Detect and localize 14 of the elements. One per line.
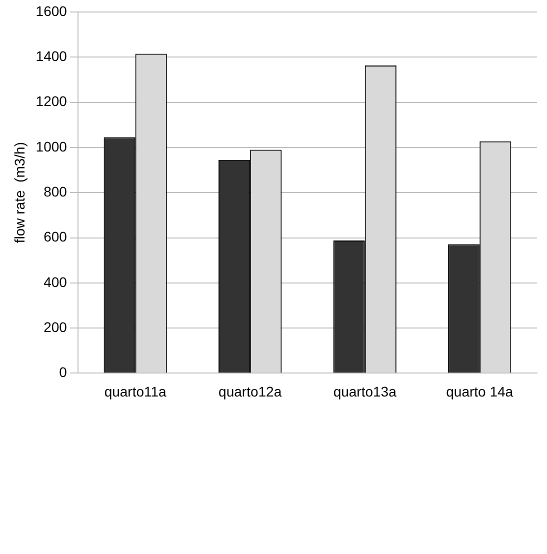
y-tick-label: 400 (44, 274, 68, 290)
y-tick-label: 1000 (36, 138, 68, 154)
x-tick-label: quarto13a (333, 383, 397, 400)
y-tick-label: 200 (44, 318, 68, 335)
x-tick-label: quarto 14a (446, 383, 514, 400)
y-tick-label: 0 (59, 364, 68, 380)
y-tick-label: 1200 (36, 93, 68, 110)
y-tick-label: 1400 (36, 48, 68, 64)
y-tick-label: 800 (44, 183, 68, 200)
y-tick-label: 1600 (36, 2, 68, 19)
x-tick-label: quarto12a (218, 383, 282, 400)
y-axis-title: flow rate (m3/h) (11, 142, 28, 244)
y-tick-label: 600 (44, 228, 68, 245)
x-tick-label: quarto11a (104, 383, 167, 400)
